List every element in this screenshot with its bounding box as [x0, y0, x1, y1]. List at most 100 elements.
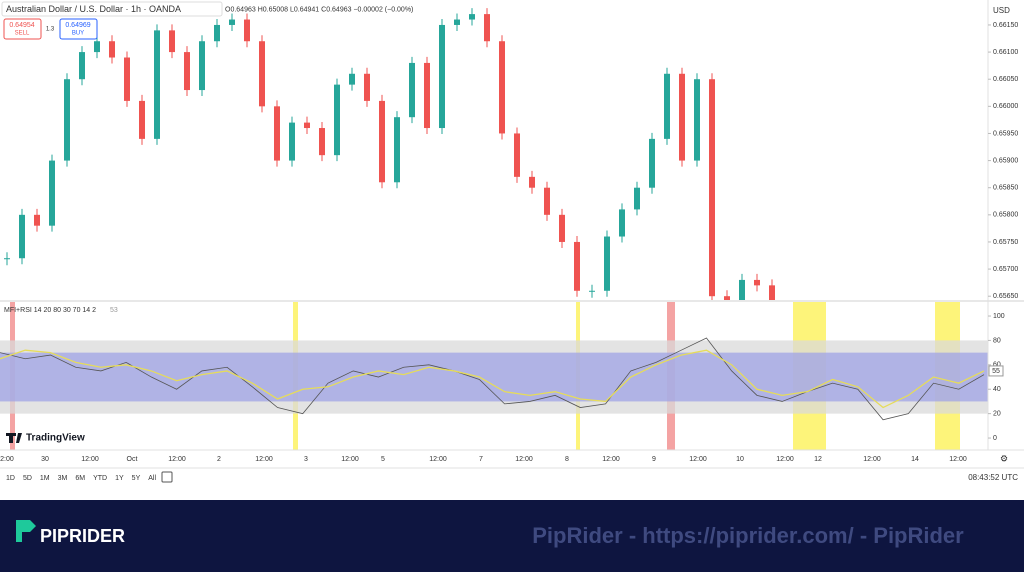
candle: [469, 14, 475, 20]
x-tick-label: 12:00: [602, 456, 620, 463]
range-button[interactable]: 3M: [58, 475, 68, 482]
sell-label[interactable]: SELL: [15, 31, 30, 37]
range-button[interactable]: 6M: [75, 475, 85, 482]
candle: [184, 52, 190, 91]
y-tick-label: 40: [993, 386, 1001, 393]
last-value-tag: [988, 365, 1004, 377]
candle: [559, 214, 565, 242]
y-tick-label: 0.65900: [993, 157, 1018, 164]
candle: [124, 57, 130, 101]
y-tick-label: 0.65700: [993, 266, 1018, 273]
buy-price[interactable]: 0.64969: [65, 22, 90, 29]
candle: [454, 19, 460, 25]
candle: [394, 117, 400, 183]
candle: [349, 73, 355, 85]
x-tick-label: 30: [41, 456, 49, 463]
y-tick-label: 60: [993, 362, 1001, 369]
settings-icon[interactable]: ⚙: [1000, 453, 1008, 463]
x-tick-label: 12:00: [515, 456, 533, 463]
symbol-box[interactable]: [1, 1, 223, 17]
candle: [169, 30, 175, 53]
clock: 08:43:52 UTC: [968, 473, 1018, 482]
x-tick-label: 12:00: [949, 456, 967, 463]
x-tick-label: 2: [217, 456, 221, 463]
currency-label: USD: [993, 6, 1010, 15]
range-button[interactable]: 1Y: [115, 475, 124, 482]
buy-button[interactable]: [59, 18, 98, 40]
candle: [499, 41, 505, 134]
candle: [4, 258, 10, 260]
range-button[interactable]: 5Y: [132, 475, 141, 482]
candle: [664, 73, 670, 139]
buy-label[interactable]: BUY: [72, 31, 84, 37]
candle: [619, 209, 625, 237]
ohlc: O0.64963 H0.65008 L0.64941 C0.64963 −0.0…: [225, 6, 413, 13]
range-button[interactable]: All: [148, 475, 156, 482]
x-tick-label: 3: [304, 456, 308, 463]
indicator-line: [0, 337, 985, 421]
indicator-readout: 53: [110, 307, 118, 314]
y-tick-label: 0.66050: [993, 76, 1018, 83]
x-tick-label: 12:00: [255, 456, 273, 463]
x-tick-label: 9: [652, 456, 656, 463]
candle: [289, 122, 295, 161]
watermark: PipRider - https://piprider.com/ - PipRi…: [532, 523, 964, 548]
candle: [244, 19, 250, 42]
candle: [154, 30, 160, 139]
candle: [94, 41, 100, 53]
y-tick-label: 100: [993, 313, 1005, 320]
last-value: 55: [992, 368, 1000, 375]
range-button[interactable]: YTD: [93, 475, 107, 482]
x-tick-label: 12:00: [81, 456, 99, 463]
candle: [604, 236, 610, 291]
indicator-line: [0, 349, 985, 409]
x-tick-label: 12: [814, 456, 822, 463]
candle: [514, 133, 520, 177]
candle: [259, 41, 265, 107]
y-tick-label: 0.66100: [993, 49, 1018, 56]
y-tick-label: 0.65850: [993, 185, 1018, 192]
sell-button[interactable]: [3, 18, 42, 40]
footer-logo-icon: [16, 520, 36, 542]
candle: [649, 138, 655, 188]
y-tick-label: 0.65950: [993, 130, 1018, 137]
y-tick-label: 0.65750: [993, 239, 1018, 246]
sell-price[interactable]: 0.64954: [9, 22, 34, 29]
candle: [739, 279, 745, 300]
range-button[interactable]: 1M: [40, 475, 50, 482]
candle: [694, 79, 700, 161]
candle: [79, 52, 85, 80]
x-tick-label: 10: [736, 456, 744, 463]
calendar-icon[interactable]: [161, 471, 173, 483]
candle: [769, 285, 775, 300]
range-button[interactable]: 5D: [23, 475, 32, 482]
symbol[interactable]: Australian Dollar / U.S. Dollar · 1h · O…: [6, 4, 181, 14]
y-tick-label: 80: [993, 337, 1001, 344]
candle: [304, 122, 310, 129]
candle: [34, 214, 40, 226]
background: [0, 0, 1024, 500]
x-tick-label: 12:00: [168, 456, 186, 463]
candle: [574, 241, 580, 291]
tv-icon: [6, 433, 22, 443]
candle: [199, 41, 205, 91]
indicator-title: MFI+RSI 14 20 80 30 70 14 2: [4, 307, 96, 314]
candle: [229, 19, 235, 25]
y-tick-label: 0.65800: [993, 212, 1018, 219]
candle: [334, 84, 340, 156]
range-button[interactable]: 1D: [6, 475, 15, 482]
candle: [139, 100, 145, 139]
candle: [709, 79, 715, 297]
y-tick-label: 0.66000: [993, 103, 1018, 110]
x-tick-label: 7: [479, 456, 483, 463]
candle: [439, 24, 445, 129]
x-tick-label: Oct: [127, 456, 138, 463]
brand: TradingView: [26, 433, 85, 444]
candle: [214, 24, 220, 42]
candle: [379, 100, 385, 183]
x-tick-label: 12:00: [776, 456, 794, 463]
x-tick-label: 12:00: [863, 456, 881, 463]
x-tick-label: 14: [911, 456, 919, 463]
y-tick-label: 0.66150: [993, 22, 1018, 29]
candle: [319, 128, 325, 156]
